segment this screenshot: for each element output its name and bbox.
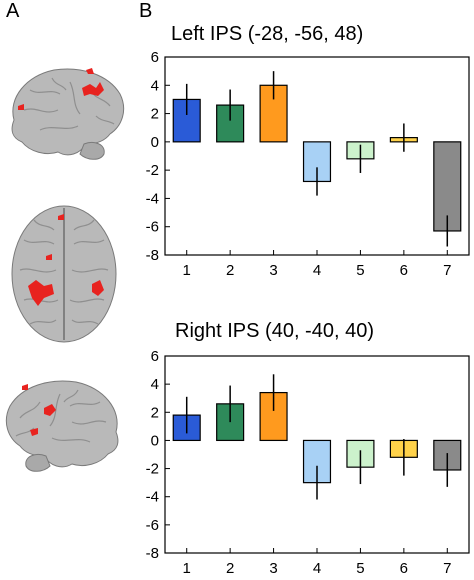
brain-left-lateral-image	[11, 68, 125, 160]
x-tick-label: 2	[226, 560, 234, 577]
x-tick-label: 5	[356, 560, 364, 577]
y-tick-label: -8	[146, 247, 159, 264]
brain-dorsal-image	[11, 205, 117, 343]
brain-right-lateral-image	[5, 380, 119, 472]
y-tick-label: -4	[146, 190, 159, 207]
x-tick-label: 5	[356, 262, 364, 279]
x-tick-label: 4	[313, 560, 321, 577]
activation-cluster	[82, 82, 104, 96]
x-tick-label: 3	[269, 262, 277, 279]
y-tick-label: 0	[151, 134, 159, 151]
chart-title: Right IPS (40, -40, 40)	[175, 320, 374, 342]
cerebellum	[25, 453, 51, 472]
y-tick-label: 6	[151, 49, 159, 66]
x-tick-label: 4	[313, 262, 321, 279]
y-tick-label: 4	[151, 376, 159, 393]
activation-cluster-left	[28, 280, 54, 306]
x-tick-label: 3	[269, 560, 277, 577]
y-tick-label: 6	[151, 348, 159, 365]
panel-label-b: B	[139, 0, 153, 22]
chart-left-ips: Left IPS (-28, -56, 48) -8 -6 -4 -2 0 2 4 6 1 2 3 4…	[146, 23, 470, 279]
activation-cluster	[44, 404, 56, 416]
x-tick-label: 1	[183, 262, 191, 279]
x-tick-label: 2	[226, 262, 234, 279]
y-tick-label: 2	[151, 404, 159, 421]
y-tick-label: -8	[146, 545, 159, 562]
x-tick-label: 7	[443, 560, 451, 577]
y-tick-label: -2	[146, 162, 159, 179]
activation-cluster-right	[92, 280, 104, 296]
panel-label-a: A	[6, 0, 20, 22]
y-tick-label: 2	[151, 106, 159, 123]
brain-outline	[5, 380, 119, 468]
x-tick-label: 6	[400, 560, 408, 577]
y-tick-label: -6	[146, 219, 159, 236]
chart-right-ips: Right IPS (40, -40, 40) -8 -6 -4 -2 0 2 4 6 1 2 3 4…	[146, 320, 470, 577]
y-tick-label: -2	[146, 461, 159, 478]
y-tick-label: 0	[151, 432, 159, 449]
y-tick-label: -4	[146, 489, 159, 506]
x-tick-label: 6	[400, 262, 408, 279]
y-tick-label: -6	[146, 517, 159, 534]
chart-title: Left IPS (-28, -56, 48)	[171, 23, 363, 45]
y-tick-label: 4	[151, 77, 159, 94]
cerebellum	[79, 141, 105, 160]
x-tick-label: 7	[443, 262, 451, 279]
x-tick-label: 1	[183, 560, 191, 577]
